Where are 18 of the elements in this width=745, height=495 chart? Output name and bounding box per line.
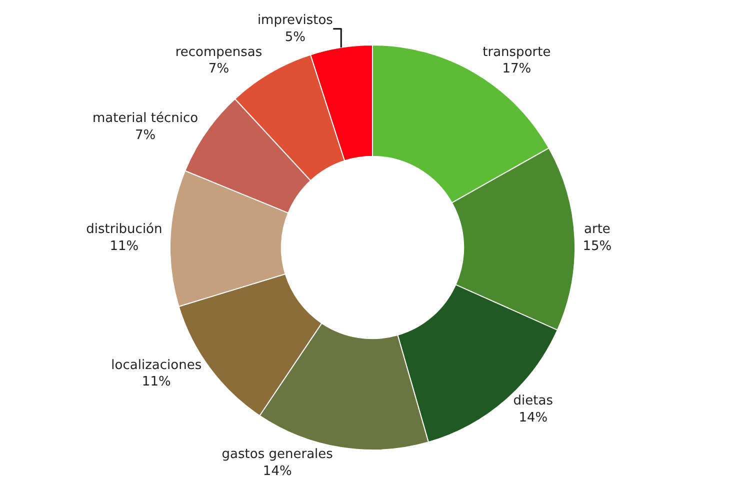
slice-label: transporte bbox=[482, 44, 551, 60]
slice-label: material técnico bbox=[92, 110, 198, 126]
data-label: 14% bbox=[262, 464, 292, 480]
slice-label: dietas bbox=[513, 393, 554, 408]
slice-label: recompensas bbox=[175, 44, 262, 60]
data-label: 7% bbox=[208, 62, 230, 77]
data-label: 7% bbox=[135, 128, 156, 143]
data-label: 5% bbox=[284, 30, 306, 45]
data-label: 11% bbox=[142, 374, 171, 390]
data-label: 14% bbox=[518, 410, 548, 426]
slice-label: gastos generales bbox=[222, 447, 334, 462]
data-label: 15% bbox=[582, 238, 612, 254]
slice-label: distribución bbox=[86, 222, 162, 238]
slice-label: arte bbox=[584, 222, 610, 238]
slice-label: imprevistos bbox=[257, 12, 334, 28]
slice-label: localizaciones bbox=[111, 358, 202, 373]
data-label: 17% bbox=[502, 62, 532, 77]
data-label: 11% bbox=[110, 238, 139, 254]
